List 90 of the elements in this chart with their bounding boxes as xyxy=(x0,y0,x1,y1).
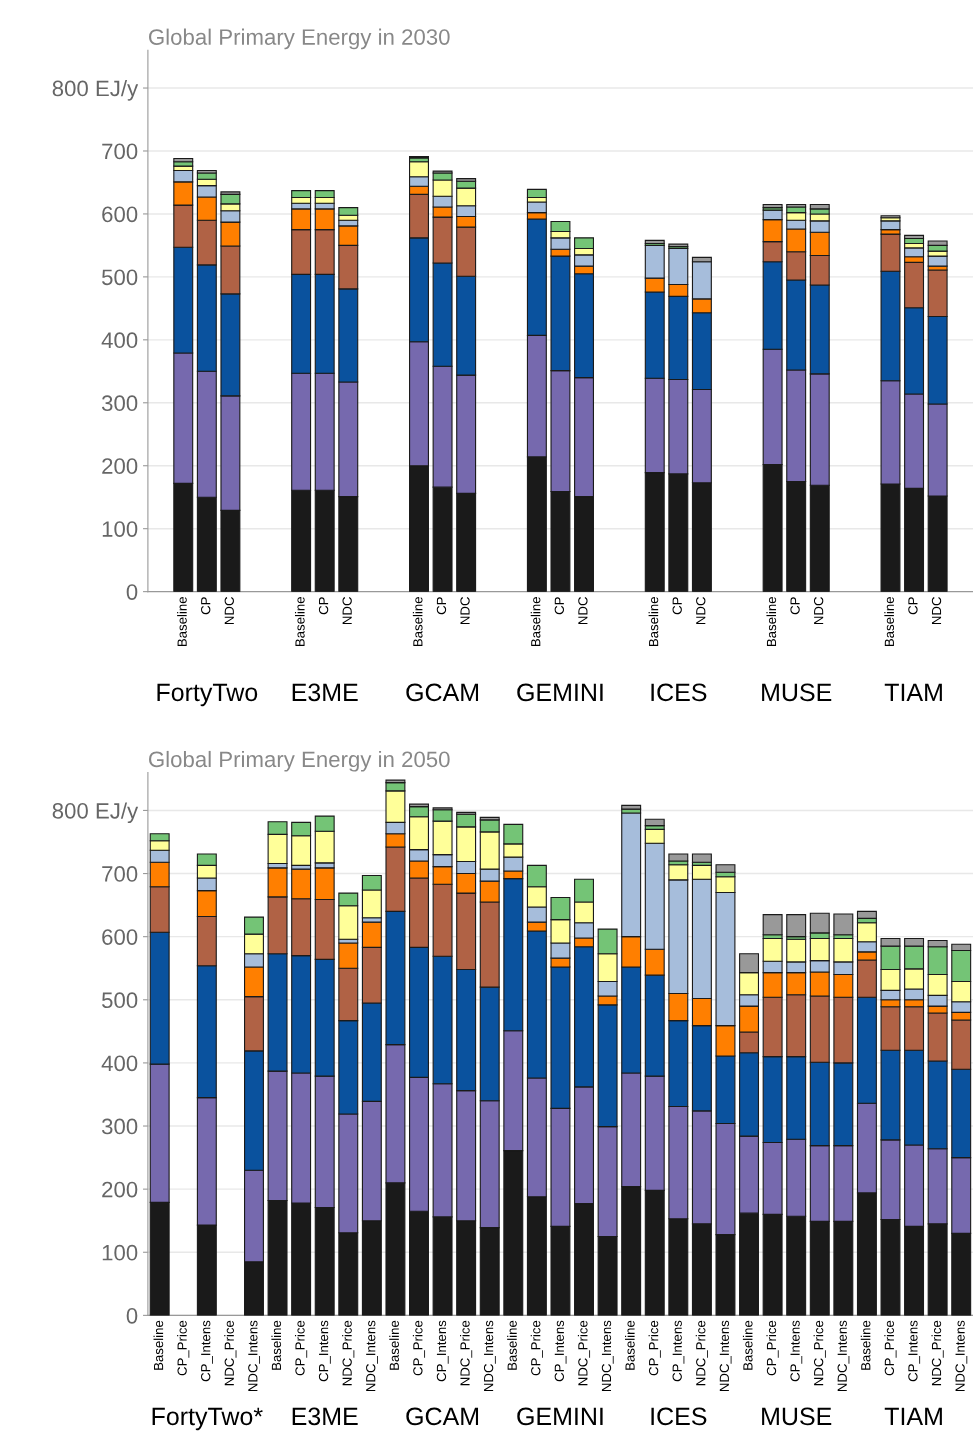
x-tick-label: CP_Intens xyxy=(318,1320,331,1382)
x-tick-label: CP_Price xyxy=(294,1320,308,1376)
x-tick-label: CP_Price xyxy=(648,1320,661,1376)
x-tick-label: Baseline xyxy=(507,1320,517,1370)
y-tick-label: 400 xyxy=(101,1055,138,1072)
text: FortyTwo xyxy=(157,683,258,707)
x-tick-label: Baseline xyxy=(389,1320,399,1370)
x-tick-label: NDC xyxy=(342,597,352,624)
x-tick-label: CP_Price xyxy=(412,1320,426,1376)
text: E3ME xyxy=(292,683,358,702)
x-tick-label: CP xyxy=(436,597,447,615)
x-tick-label: Baseline xyxy=(530,597,541,647)
x-tick-label: NDC_Price xyxy=(224,1320,237,1386)
x-tick-label: NDC xyxy=(931,597,942,624)
x-tick-label: Baseline xyxy=(742,1320,753,1370)
x-tick-label: Baseline xyxy=(766,597,777,647)
text: TIAM xyxy=(884,683,942,701)
x-tick-label: CP_Price xyxy=(177,1320,190,1376)
y-tick-label: 800 EJ/y xyxy=(52,79,139,101)
x-tick-label: NDC xyxy=(460,597,470,624)
x-tick-label: NDC xyxy=(224,597,234,624)
text: GEMINI xyxy=(517,1407,603,1426)
x-tick-label: NDC xyxy=(813,597,824,624)
x-tick-label: NDC_Price xyxy=(342,1320,355,1386)
x-tick-label: NDC_Price xyxy=(813,1320,826,1386)
x-tick-label: CP xyxy=(672,597,682,615)
y-tick-label: 0 xyxy=(126,584,138,600)
x-tick-label: CP_Intens xyxy=(790,1320,803,1382)
x-tick-label: Baseline xyxy=(884,597,895,647)
x-tick-label: Baseline xyxy=(177,597,187,647)
chart-title: Global Primary Energy in 2030 xyxy=(149,28,450,50)
y-tick-label: 800 EJ/y xyxy=(52,802,139,824)
x-tick-label: CP xyxy=(790,597,800,615)
x-tick-label: CP_Intens xyxy=(554,1320,567,1382)
x-tick-label: CP xyxy=(201,597,211,615)
chart-title: Global Primary Energy in 2050 xyxy=(149,750,450,772)
x-tick-label: CP_Intens xyxy=(908,1320,921,1382)
x-tick-label: NDC_Price xyxy=(577,1320,591,1386)
y-tick-label: 600 xyxy=(102,929,138,945)
x-tick-label: NDC_Intens xyxy=(955,1320,968,1392)
x-tick-label: CP_Price xyxy=(766,1320,779,1376)
x-tick-label: NDC xyxy=(578,597,588,624)
text: ICES xyxy=(651,1407,707,1426)
x-tick-label: CP_Intens xyxy=(672,1320,685,1382)
text: GEMINI xyxy=(517,683,603,702)
y-tick-label: 500 xyxy=(101,992,138,1009)
x-tick-label: Baseline xyxy=(648,597,659,647)
x-tick-label: CP xyxy=(318,597,329,615)
x-tick-label: NDC_Intens xyxy=(719,1320,732,1392)
x-tick-label: CP_Price xyxy=(530,1320,543,1376)
y-tick-label: 100 xyxy=(102,521,138,537)
y-tick-label: 300 xyxy=(101,395,138,412)
x-tick-label: NDC_Price xyxy=(460,1320,473,1386)
x-tick-label: Baseline xyxy=(271,1320,282,1370)
x-tick-label: CP_Intens xyxy=(436,1320,449,1382)
x-tick-label: NDC_Intens xyxy=(366,1320,378,1392)
text: TIAM xyxy=(884,1407,942,1425)
x-tick-label: NDC_Intens xyxy=(837,1320,850,1392)
x-tick-label: Baseline xyxy=(294,597,305,647)
text: GCAM xyxy=(406,1407,479,1426)
y-tick-label: 200 xyxy=(102,1181,138,1198)
x-tick-label: CP xyxy=(554,597,564,615)
text: MUSE xyxy=(762,1407,832,1426)
y-tick-label: 300 xyxy=(101,1118,138,1135)
text: E3ME xyxy=(292,1407,358,1426)
y-tick-label: 700 xyxy=(102,143,138,160)
x-tick-label: CP_Price xyxy=(884,1320,897,1376)
y-tick-label: 400 xyxy=(101,332,138,349)
text: GCAM xyxy=(406,683,479,702)
x-tick-label: NDC_Intens xyxy=(601,1320,614,1392)
text: MUSE xyxy=(762,683,832,702)
y-tick-label: 0 xyxy=(126,1307,138,1324)
y-tick-label: 100 xyxy=(102,1244,138,1261)
x-tick-label: CP_Intens xyxy=(201,1320,213,1382)
y-tick-label: 200 xyxy=(102,458,138,474)
x-tick-label: NDC_Price xyxy=(695,1320,708,1386)
x-tick-label: Baseline xyxy=(860,1320,871,1370)
text: FortyTwo* xyxy=(152,1407,263,1431)
x-tick-label: Baseline xyxy=(153,1320,164,1370)
y-tick-label: 500 xyxy=(101,269,138,286)
x-tick-label: NDC_Intens xyxy=(248,1320,261,1392)
x-tick-label: NDC_Price xyxy=(931,1320,944,1386)
x-tick-label: Baseline xyxy=(412,597,423,647)
y-tick-label: 600 xyxy=(102,206,138,223)
text: ICES xyxy=(651,683,707,702)
x-tick-label: Baseline xyxy=(625,1320,635,1370)
x-tick-label: CP xyxy=(908,597,918,615)
y-tick-label: 700 xyxy=(102,866,138,882)
x-tick-label: NDC xyxy=(696,597,706,624)
x-tick-label: NDC_Intens xyxy=(483,1320,496,1392)
